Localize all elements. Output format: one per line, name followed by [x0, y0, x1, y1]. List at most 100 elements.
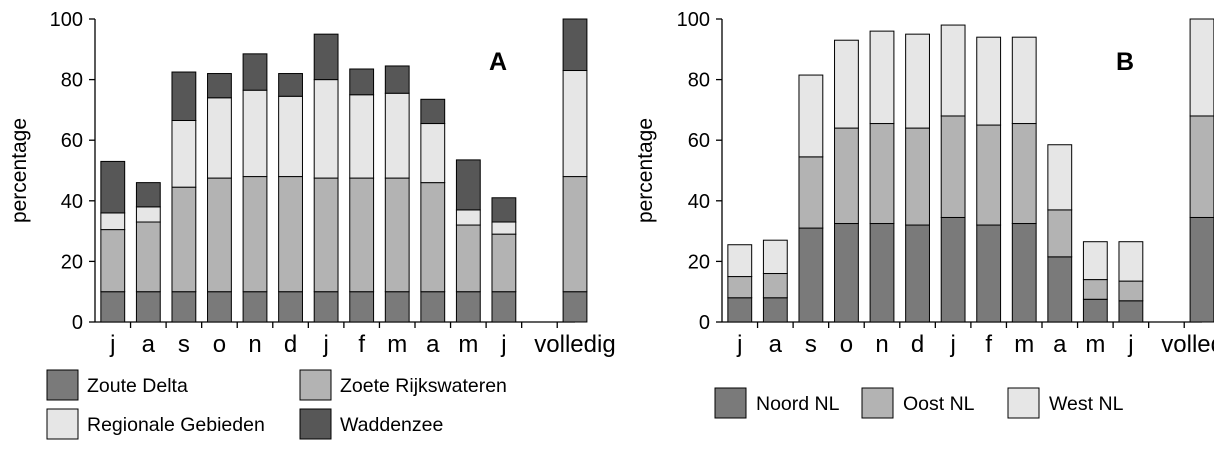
- y-tick-label: 80: [688, 70, 710, 92]
- legend-swatch: [714, 387, 747, 419]
- x-tick-label: j: [736, 331, 742, 358]
- x-tick-label: o: [213, 331, 226, 358]
- bar-segment: [940, 216, 966, 323]
- y-tick-label: 40: [61, 191, 83, 213]
- bar-segment: [455, 224, 481, 293]
- bar-segment: [1082, 279, 1108, 300]
- x-tick-label: m: [1085, 331, 1105, 358]
- y-tick-label: 0: [72, 312, 83, 334]
- bar-segment: [420, 291, 446, 323]
- bar-segment: [171, 71, 197, 122]
- legend-swatch: [861, 387, 894, 419]
- x-tick-label: j: [1127, 331, 1133, 358]
- bar-segment: [905, 127, 930, 226]
- bar-segment: [976, 224, 1002, 323]
- x-tick-label: d: [284, 331, 297, 358]
- y-tick-label: 100: [50, 9, 83, 31]
- x-tick-label: a: [142, 331, 156, 358]
- legend-label: Zoete Rijkswateren: [340, 375, 507, 397]
- legend-label: Noord NL: [756, 393, 840, 415]
- bar-segment: [727, 297, 753, 323]
- bar-segment: [278, 95, 303, 178]
- bar-segment: [242, 176, 268, 293]
- bar-segment: [869, 123, 895, 225]
- bar-segment: [100, 160, 126, 214]
- bar-segment: [1082, 298, 1108, 323]
- bar-segment: [869, 223, 895, 323]
- bar-segment: [1118, 241, 1144, 282]
- y-tick-label: 80: [61, 70, 83, 92]
- x-tick-label: j: [500, 331, 506, 358]
- bar-segment: [384, 291, 410, 323]
- bar-segment: [562, 70, 588, 178]
- x-tick-label: s: [805, 331, 817, 358]
- y-tick-label: 20: [61, 251, 83, 273]
- bar-segment: [349, 177, 375, 293]
- bar-segment: [455, 209, 481, 226]
- bar-segment: [135, 182, 161, 208]
- bar-segment: [727, 276, 753, 299]
- bar-segment: [1118, 280, 1144, 302]
- bar-segment: [562, 291, 588, 323]
- bar-segment: [727, 244, 753, 278]
- bar-segment: [1047, 144, 1073, 211]
- bar-segment: [1011, 36, 1037, 125]
- bar-segment: [1189, 115, 1214, 218]
- x-tick-label: n: [875, 331, 888, 358]
- bar-segment: [242, 53, 268, 91]
- legend-swatch: [46, 369, 79, 401]
- legend-swatch: [299, 369, 332, 401]
- y-tick-label: 100: [677, 9, 710, 31]
- bar-segment: [207, 97, 232, 179]
- bar-segment: [491, 221, 517, 235]
- bar-segment: [455, 291, 481, 323]
- bar-segment: [135, 206, 161, 223]
- bar-segment: [349, 94, 375, 179]
- panel-label: B: [1116, 48, 1134, 76]
- x-tick-label: f: [985, 331, 992, 358]
- bar-segment: [1082, 241, 1108, 281]
- x-tick-label: m: [458, 331, 478, 358]
- bar-segment: [834, 39, 859, 129]
- legend-label: West NL: [1049, 393, 1124, 415]
- bar-segment: [278, 291, 303, 323]
- x-tick-label: m: [387, 331, 407, 358]
- bar-segment: [905, 224, 930, 323]
- bar-segment: [135, 291, 161, 323]
- x-tick-label: o: [840, 331, 853, 358]
- bar-segment: [100, 229, 126, 293]
- legend-swatch: [1007, 387, 1040, 419]
- legend-label: Oost NL: [903, 393, 975, 415]
- bar-segment: [940, 115, 966, 218]
- bar-segment: [798, 74, 824, 158]
- bar-segment: [762, 297, 788, 323]
- bar-segment: [762, 273, 788, 299]
- bar-segment: [1047, 256, 1073, 323]
- x-tick-label: m: [1014, 331, 1034, 358]
- legend-label: Waddenzee: [340, 414, 443, 436]
- bar-segment: [207, 73, 232, 99]
- bar-segment: [135, 221, 161, 293]
- bar-segment: [171, 120, 197, 188]
- bar-segment: [1189, 18, 1214, 117]
- legend-swatch: [299, 408, 332, 440]
- y-tick-label: 40: [688, 191, 710, 213]
- bar-segment: [1011, 123, 1037, 225]
- chart-b: 020406080100percentagejasondjfmamjvolled…: [634, 9, 1214, 419]
- bar-segment: [798, 227, 824, 323]
- x-tick-label: j: [109, 331, 115, 358]
- x-tick-label: d: [911, 331, 924, 358]
- y-tick-label: 20: [688, 251, 710, 273]
- bar-segment: [491, 291, 517, 323]
- legend-swatch: [46, 408, 79, 440]
- x-tick-label: a: [1053, 331, 1067, 358]
- bar-segment: [420, 123, 446, 184]
- x-tick-label: s: [178, 331, 190, 358]
- y-tick-label: 60: [688, 130, 710, 152]
- y-axis-label: percentage: [634, 118, 657, 223]
- x-tick-label: n: [248, 331, 261, 358]
- y-tick-label: 60: [61, 130, 83, 152]
- x-tick-label: volledig: [1161, 331, 1214, 358]
- x-tick-label: f: [358, 331, 365, 358]
